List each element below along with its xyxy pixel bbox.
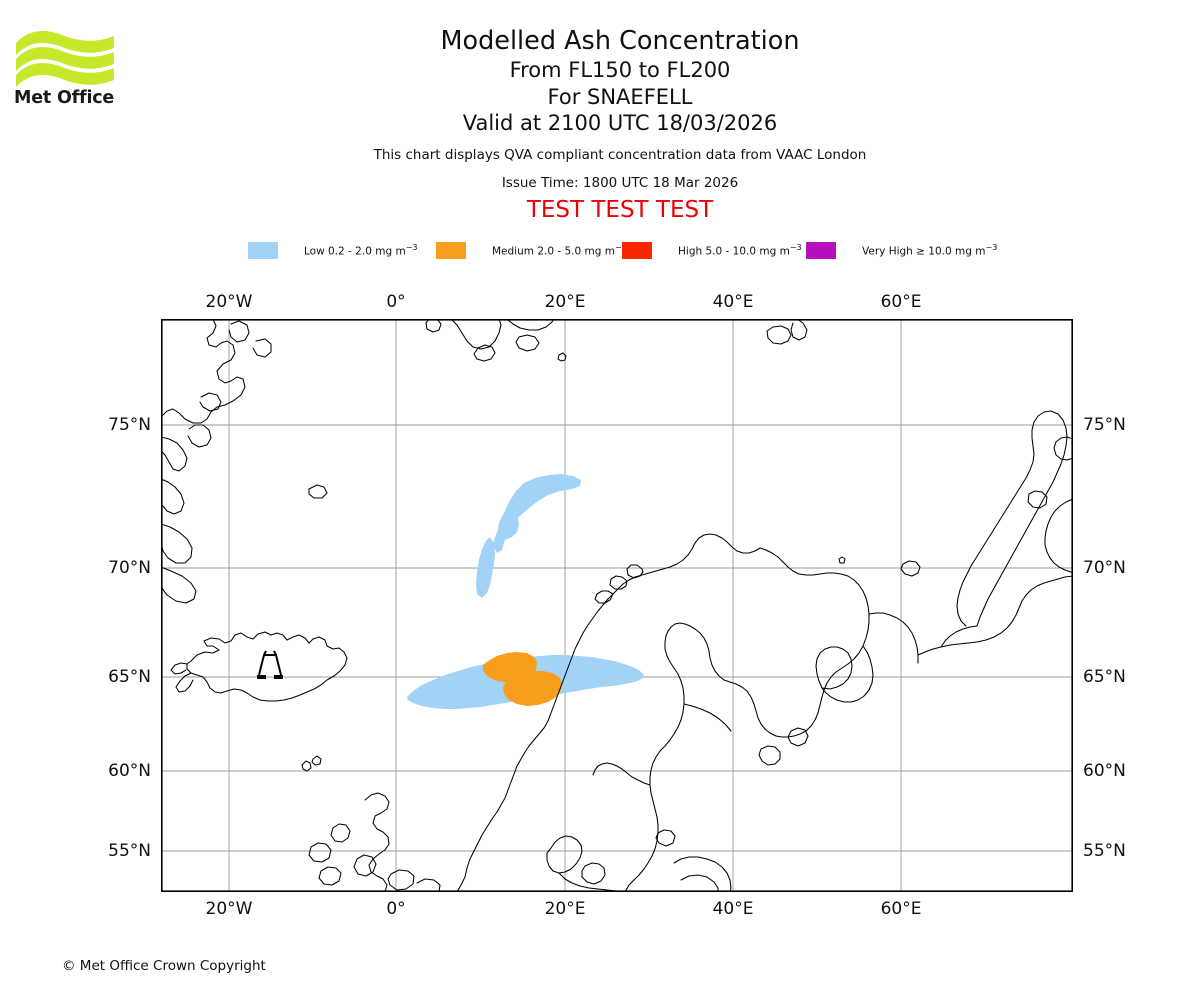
lon-tick-bot-3: 40°E [712, 899, 754, 919]
ash-plume-medium [483, 652, 562, 706]
legend-swatch-2 [622, 241, 652, 259]
lon-tick-bot-0: 20°W [205, 899, 253, 919]
lon-tick-top-4: 60°E [880, 292, 922, 312]
volcano-marker-icon [257, 650, 283, 679]
ash-concentration-map [161, 319, 1073, 892]
legend-label-3: Very High ≥ 10.0 mg m−3 [862, 242, 998, 258]
issue-time: Issue Time: 1800 UTC 18 Mar 2026 [501, 174, 739, 191]
concentration-legend: Low 0.2 - 2.0 mg m−3 Medium 2.0 - 5.0 mg … [248, 240, 1008, 260]
lat-tick-right-0: 75°N [1083, 415, 1126, 435]
legend-item-3: Very High ≥ 10.0 mg m−3 [806, 240, 997, 260]
lat-tick-left-0: 75°N [108, 415, 151, 435]
legend-item-2: High 5.0 - 10.0 mg m−3 [622, 240, 802, 260]
copyright-notice: © Met Office Crown Copyright [62, 958, 266, 974]
legend-item-1: Medium 2.0 - 5.0 mg m−3 [436, 240, 627, 260]
lon-tick-bot-4: 60°E [880, 899, 922, 919]
valid-time: Valid at 2100 UTC 18/03/2026 [462, 111, 778, 135]
lon-tick-bot-1: 0° [386, 899, 406, 919]
lat-tick-right-1: 70°N [1083, 558, 1126, 578]
lon-tick-bot-2: 20°E [544, 899, 586, 919]
chart-header: Modelled Ash Concentration From FL150 to… [160, 26, 1080, 224]
lat-tick-right-2: 65°N [1083, 667, 1126, 687]
lon-tick-top-2: 20°E [544, 292, 586, 312]
met-office-waves-icon [16, 31, 114, 87]
met-office-logo: Met Office [14, 26, 124, 114]
volcano-name: For SNAEFELL [547, 84, 693, 109]
lon-tick-top-0: 20°W [205, 292, 253, 312]
lat-tick-left-2: 65°N [108, 667, 151, 687]
legend-label-1: Medium 2.0 - 5.0 mg m−3 [492, 242, 627, 258]
map-coastlines [161, 319, 1073, 892]
lon-tick-top-1: 0° [386, 292, 406, 312]
page-title: Modelled Ash Concentration [440, 26, 800, 56]
lon-tick-top-3: 40°E [712, 292, 754, 312]
legend-item-0: Low 0.2 - 2.0 mg m−3 [248, 240, 417, 260]
test-banner: TEST TEST TEST [526, 196, 714, 223]
legend-swatch-0 [248, 241, 278, 259]
lat-tick-right-3: 60°N [1083, 761, 1126, 781]
met-office-logo-text: Met Office [14, 88, 115, 108]
map-gridlines [161, 319, 1073, 892]
lat-tick-left-4: 55°N [108, 841, 151, 861]
legend-label-0: Low 0.2 - 2.0 mg m−3 [304, 242, 418, 258]
qva-note: This chart displays QVA compliant concen… [373, 146, 867, 163]
legend-swatch-3 [806, 241, 836, 259]
lat-tick-right-4: 55°N [1083, 841, 1126, 861]
legend-swatch-1 [436, 241, 466, 259]
flight-level-range: From FL150 to FL200 [509, 58, 731, 82]
map-frame [161, 319, 1073, 892]
legend-label-2: High 5.0 - 10.0 mg m−3 [678, 242, 802, 258]
lat-tick-left-1: 70°N [108, 558, 151, 578]
lat-tick-left-3: 60°N [108, 761, 151, 781]
